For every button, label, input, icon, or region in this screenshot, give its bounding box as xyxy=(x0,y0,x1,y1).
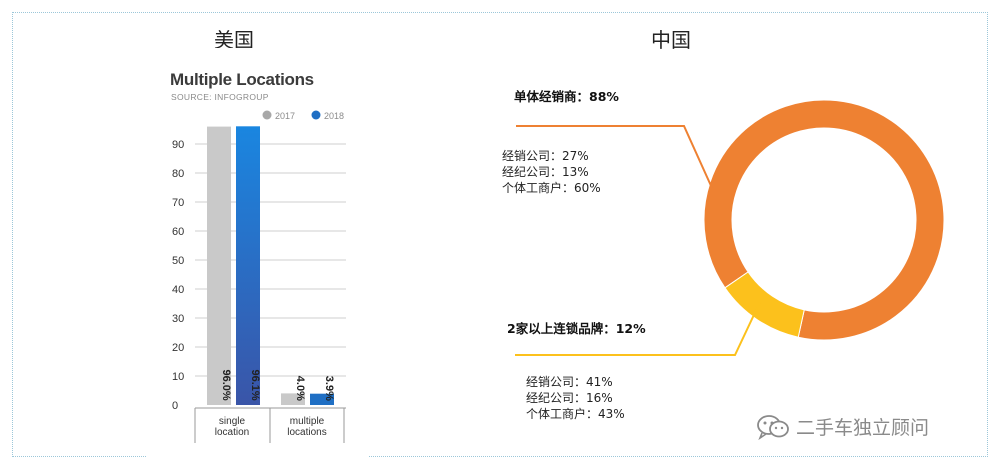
x-category-label: multiple xyxy=(290,416,325,427)
us-chart-title: Multiple Locations xyxy=(170,70,314,89)
bar-data-label: 3.9% xyxy=(323,376,335,401)
leader-line-chain-brand xyxy=(515,301,761,356)
y-tick-label: 20 xyxy=(172,342,184,354)
breakdown-item: 经销公司：27% xyxy=(502,149,589,163)
y-tick-label: 70 xyxy=(172,197,184,209)
us-chart-subtitle: SOURCE: INFOGROUP xyxy=(171,92,269,102)
x-category-label: locations xyxy=(287,427,326,438)
watermark: 二手车独立顾问 xyxy=(756,413,929,440)
bar-2017-1 xyxy=(281,393,305,405)
figure-frame xyxy=(12,12,988,457)
cn-region-title: 中国 xyxy=(651,28,691,52)
leader-line-single-dealer xyxy=(516,125,713,189)
breakdown-item: 经纪公司：13% xyxy=(502,165,589,179)
y-tick-label: 0 xyxy=(172,400,178,412)
x-category-label: location xyxy=(215,427,249,438)
bar-data-label: 96.0% xyxy=(220,370,232,401)
x-category-label: single xyxy=(219,416,246,427)
bar-data-label: 96.1% xyxy=(249,370,261,401)
y-tick-label: 50 xyxy=(172,255,184,267)
y-tick-label: 60 xyxy=(172,226,184,238)
bar-2018-0 xyxy=(236,126,260,405)
breakdown-item: 个体工商户：60% xyxy=(502,181,601,195)
donut-slice-0 xyxy=(703,99,945,341)
y-tick-label: 40 xyxy=(172,284,184,296)
legend-label-2017: 2017 xyxy=(275,111,295,121)
breakdown-chain-brand: 经销公司：41% 经纪公司：16% 个体工商户：43% xyxy=(526,374,625,422)
breakdown-item: 个体工商户：43% xyxy=(526,407,625,421)
slice-label-chain-brand: 2家以上连锁品牌：12% xyxy=(507,321,646,336)
watermark-text: 二手车独立顾问 xyxy=(796,417,930,439)
bar-2017-0 xyxy=(207,126,231,405)
slice-label-single-dealer: 单体经销商：88% xyxy=(514,89,619,104)
y-tick-label: 10 xyxy=(172,371,184,383)
bar-data-label: 4.0% xyxy=(294,376,306,401)
bar-2018-1 xyxy=(310,393,334,405)
y-tick-label: 30 xyxy=(172,313,184,325)
breakdown-item: 经销公司：41% xyxy=(526,375,613,389)
donut-slice-1 xyxy=(724,271,805,338)
breakdown-single-dealer: 经销公司：27% 经纪公司：13% 个体工商户：60% xyxy=(502,148,601,196)
wechat-icon xyxy=(757,414,789,440)
y-tick-label: 90 xyxy=(172,139,184,151)
y-tick-label: 80 xyxy=(172,168,184,180)
legend-marker-2018 xyxy=(311,110,321,120)
breakdown-item: 经纪公司：16% xyxy=(526,391,613,405)
legend-label-2018: 2018 xyxy=(324,111,344,121)
legend-marker-2017 xyxy=(262,110,272,120)
